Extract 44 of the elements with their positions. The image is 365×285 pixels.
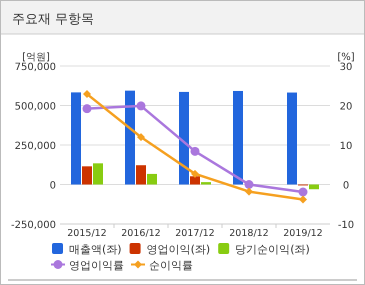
bar (309, 184, 319, 190)
point (136, 101, 146, 110)
y-tick-label: 750,000 (14, 62, 56, 73)
y-tick-label: 500,000 (14, 102, 56, 112)
y2-axis-title: [%] (337, 52, 355, 63)
bar (233, 90, 243, 184)
point (245, 188, 253, 196)
bar (147, 174, 157, 184)
x-tick-label: 2015/12 (67, 228, 107, 239)
bar (93, 163, 103, 184)
bar (190, 176, 200, 184)
y2-tick-label: 20 (340, 102, 352, 112)
point (298, 188, 308, 197)
point (137, 133, 145, 142)
bar (82, 166, 92, 184)
legend-label: 매출액(좌) (69, 243, 122, 256)
legend-label: 당기순이익(좌) (235, 243, 310, 256)
bar (71, 92, 81, 184)
chart-title: 주요재 무항목 (12, 12, 94, 27)
legend-label: 영업이익(좌) (146, 243, 210, 256)
y2-tick-label: -10 (338, 220, 354, 231)
legend-label: 영업이익률 (69, 259, 124, 272)
y2-tick-label: 0 (342, 180, 350, 192)
y2-tick-label: 30 (340, 62, 352, 73)
x-tick-label: 2019/12 (283, 228, 323, 239)
point (191, 170, 199, 178)
y2-tick-label: 10 (340, 141, 352, 152)
legend-label: 순이익률 (149, 259, 193, 272)
y-axis-title: [억원] (22, 52, 50, 63)
y-tick-label: -250,000 (11, 220, 56, 231)
point (244, 180, 254, 189)
x-tick-label: 2017/12 (175, 228, 215, 239)
x-tick-label: 2016/12 (121, 228, 161, 239)
y-tick-label: 0 (50, 180, 56, 192)
point (299, 196, 307, 204)
point (190, 146, 200, 156)
y-tick-label: 250,000 (14, 141, 56, 152)
point (83, 90, 91, 98)
bar (179, 92, 189, 184)
bar (136, 165, 146, 184)
point (82, 104, 92, 114)
bar (125, 90, 135, 184)
x-tick-label: 2018/12 (229, 228, 269, 239)
bar (287, 92, 297, 184)
